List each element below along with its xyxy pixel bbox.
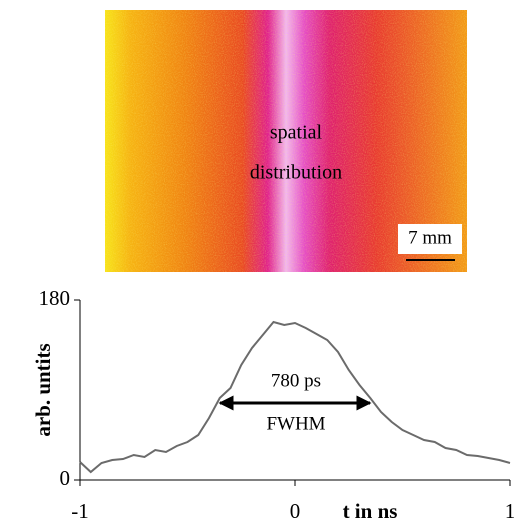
x-tick-label: 0	[290, 499, 301, 523]
scale-bar-label: 7 mm	[408, 227, 452, 248]
x-axis-label: t in ns	[343, 499, 398, 523]
data-line	[79, 320, 511, 474]
x-tick-label: -1	[71, 499, 89, 523]
x-tick-label: 1	[505, 499, 516, 523]
y-tick-label: 180	[39, 286, 71, 310]
annotation: FWHM	[266, 413, 325, 434]
y-axis-label: arb. untits	[31, 343, 55, 436]
image-label: distribution	[250, 162, 342, 184]
spatial-image: spatial distribution 7 mm	[105, 10, 467, 272]
image-label: spatial	[270, 122, 323, 144]
annotation: 780 ps	[271, 370, 321, 391]
y-tick-label: 0	[60, 466, 71, 490]
scale-bar-box	[398, 224, 462, 254]
